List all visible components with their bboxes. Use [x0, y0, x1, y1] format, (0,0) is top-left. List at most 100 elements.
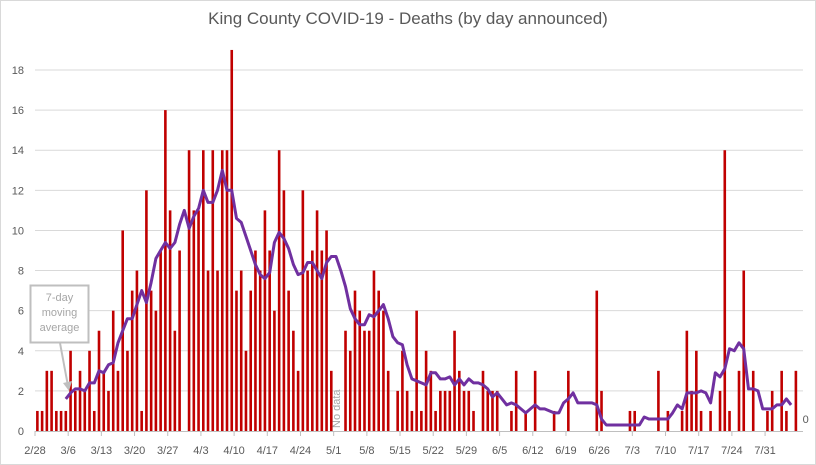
bar — [230, 49, 234, 431]
gridlines — [35, 69, 803, 432]
bar — [45, 370, 49, 431]
y-axis: 0 2 4 6 8 10 12 14 16 18 — [12, 65, 24, 438]
bar — [36, 410, 39, 431]
moving-average-series — [64, 168, 793, 427]
x-tick-label: 6/19 — [555, 445, 576, 457]
bar — [633, 410, 637, 431]
y-tick-label: 18 — [12, 65, 24, 77]
bar — [434, 410, 437, 431]
annotation-layer: 7-day moving average — [29, 284, 90, 391]
bar — [780, 370, 783, 431]
bar — [377, 290, 381, 431]
bar — [130, 290, 134, 431]
x-tick-label: 5/15 — [389, 445, 410, 457]
bar — [766, 410, 769, 431]
annotation-arrow-head-icon — [63, 381, 72, 391]
x-tick-label: 5/8 — [359, 445, 374, 457]
bar — [83, 390, 87, 431]
x-tick-label: 6/5 — [492, 445, 507, 457]
bar — [353, 290, 357, 431]
annotation-text: 7-day — [46, 292, 74, 304]
bar — [239, 270, 243, 431]
bar — [92, 410, 96, 431]
bar — [510, 410, 513, 431]
bar — [533, 370, 537, 431]
bar — [311, 250, 314, 431]
bar — [600, 390, 603, 431]
bar — [728, 410, 731, 431]
bar — [282, 190, 286, 431]
bar — [301, 190, 305, 431]
bar — [467, 390, 471, 431]
bar — [111, 310, 115, 431]
bar — [325, 230, 328, 431]
bar — [64, 410, 68, 431]
bar — [405, 390, 409, 431]
bar — [292, 330, 295, 431]
y-tick-label: 4 — [18, 346, 24, 358]
bar — [40, 410, 44, 431]
x-tick-label: 2/28 — [24, 445, 45, 457]
bar — [718, 390, 722, 431]
no-data-label: No data — [331, 389, 343, 428]
x-tick-label: 7/10 — [655, 445, 676, 457]
y-tick-label: 12 — [12, 185, 24, 197]
bar — [372, 270, 376, 431]
bar — [415, 310, 418, 431]
bar — [358, 310, 362, 431]
y-tick-label: 0 — [18, 426, 24, 438]
moving-average-line — [64, 168, 793, 427]
bar — [457, 370, 461, 431]
bar — [695, 350, 698, 431]
y-tick-label: 6 — [18, 306, 24, 318]
bar — [657, 370, 660, 431]
x-tick-label: 4/24 — [290, 445, 311, 457]
bar — [348, 350, 352, 431]
bar — [173, 330, 177, 431]
bar — [785, 410, 788, 431]
bar — [462, 390, 466, 431]
x-tick-label: 3/6 — [61, 445, 76, 457]
bar — [344, 330, 347, 431]
bar — [680, 410, 684, 431]
bar — [296, 370, 300, 431]
bar — [126, 350, 129, 431]
bar — [443, 390, 447, 431]
x-tick-label: 5/1 — [326, 445, 341, 457]
annotation-text: average — [40, 322, 80, 334]
bar — [429, 370, 433, 431]
bar — [709, 410, 712, 431]
bar — [107, 390, 110, 431]
bar — [685, 330, 689, 431]
bar — [448, 390, 452, 431]
bar — [216, 270, 219, 431]
bar — [410, 410, 414, 431]
bar — [287, 290, 290, 431]
bar — [329, 370, 333, 431]
bar — [552, 410, 556, 431]
x-tick-label: 5/22 — [423, 445, 444, 457]
bar — [595, 290, 599, 431]
x-tick-label: 3/13 — [91, 445, 112, 457]
x-tick-label: 7/31 — [754, 445, 775, 457]
bar — [69, 350, 72, 431]
bar — [495, 390, 499, 431]
bar — [306, 270, 309, 431]
x-axis: 2/28 3/6 3/13 3/20 3/27 4/3 4/10 4/17 4/24 5/1 5/8… — [24, 431, 776, 457]
bar — [751, 370, 755, 431]
bar — [192, 210, 196, 431]
annotation-box — [29, 284, 90, 344]
chart-title: King County COVID-19 - Deaths (by day an… — [208, 9, 608, 28]
bar — [481, 370, 485, 431]
bar — [263, 210, 267, 431]
bar — [794, 370, 798, 431]
bar — [149, 290, 153, 431]
bar — [268, 250, 271, 431]
bar — [514, 370, 518, 431]
y-tick-label: 16 — [12, 105, 24, 117]
bar — [201, 150, 205, 431]
bar — [211, 150, 215, 431]
bar — [159, 250, 162, 431]
bar — [472, 410, 475, 431]
